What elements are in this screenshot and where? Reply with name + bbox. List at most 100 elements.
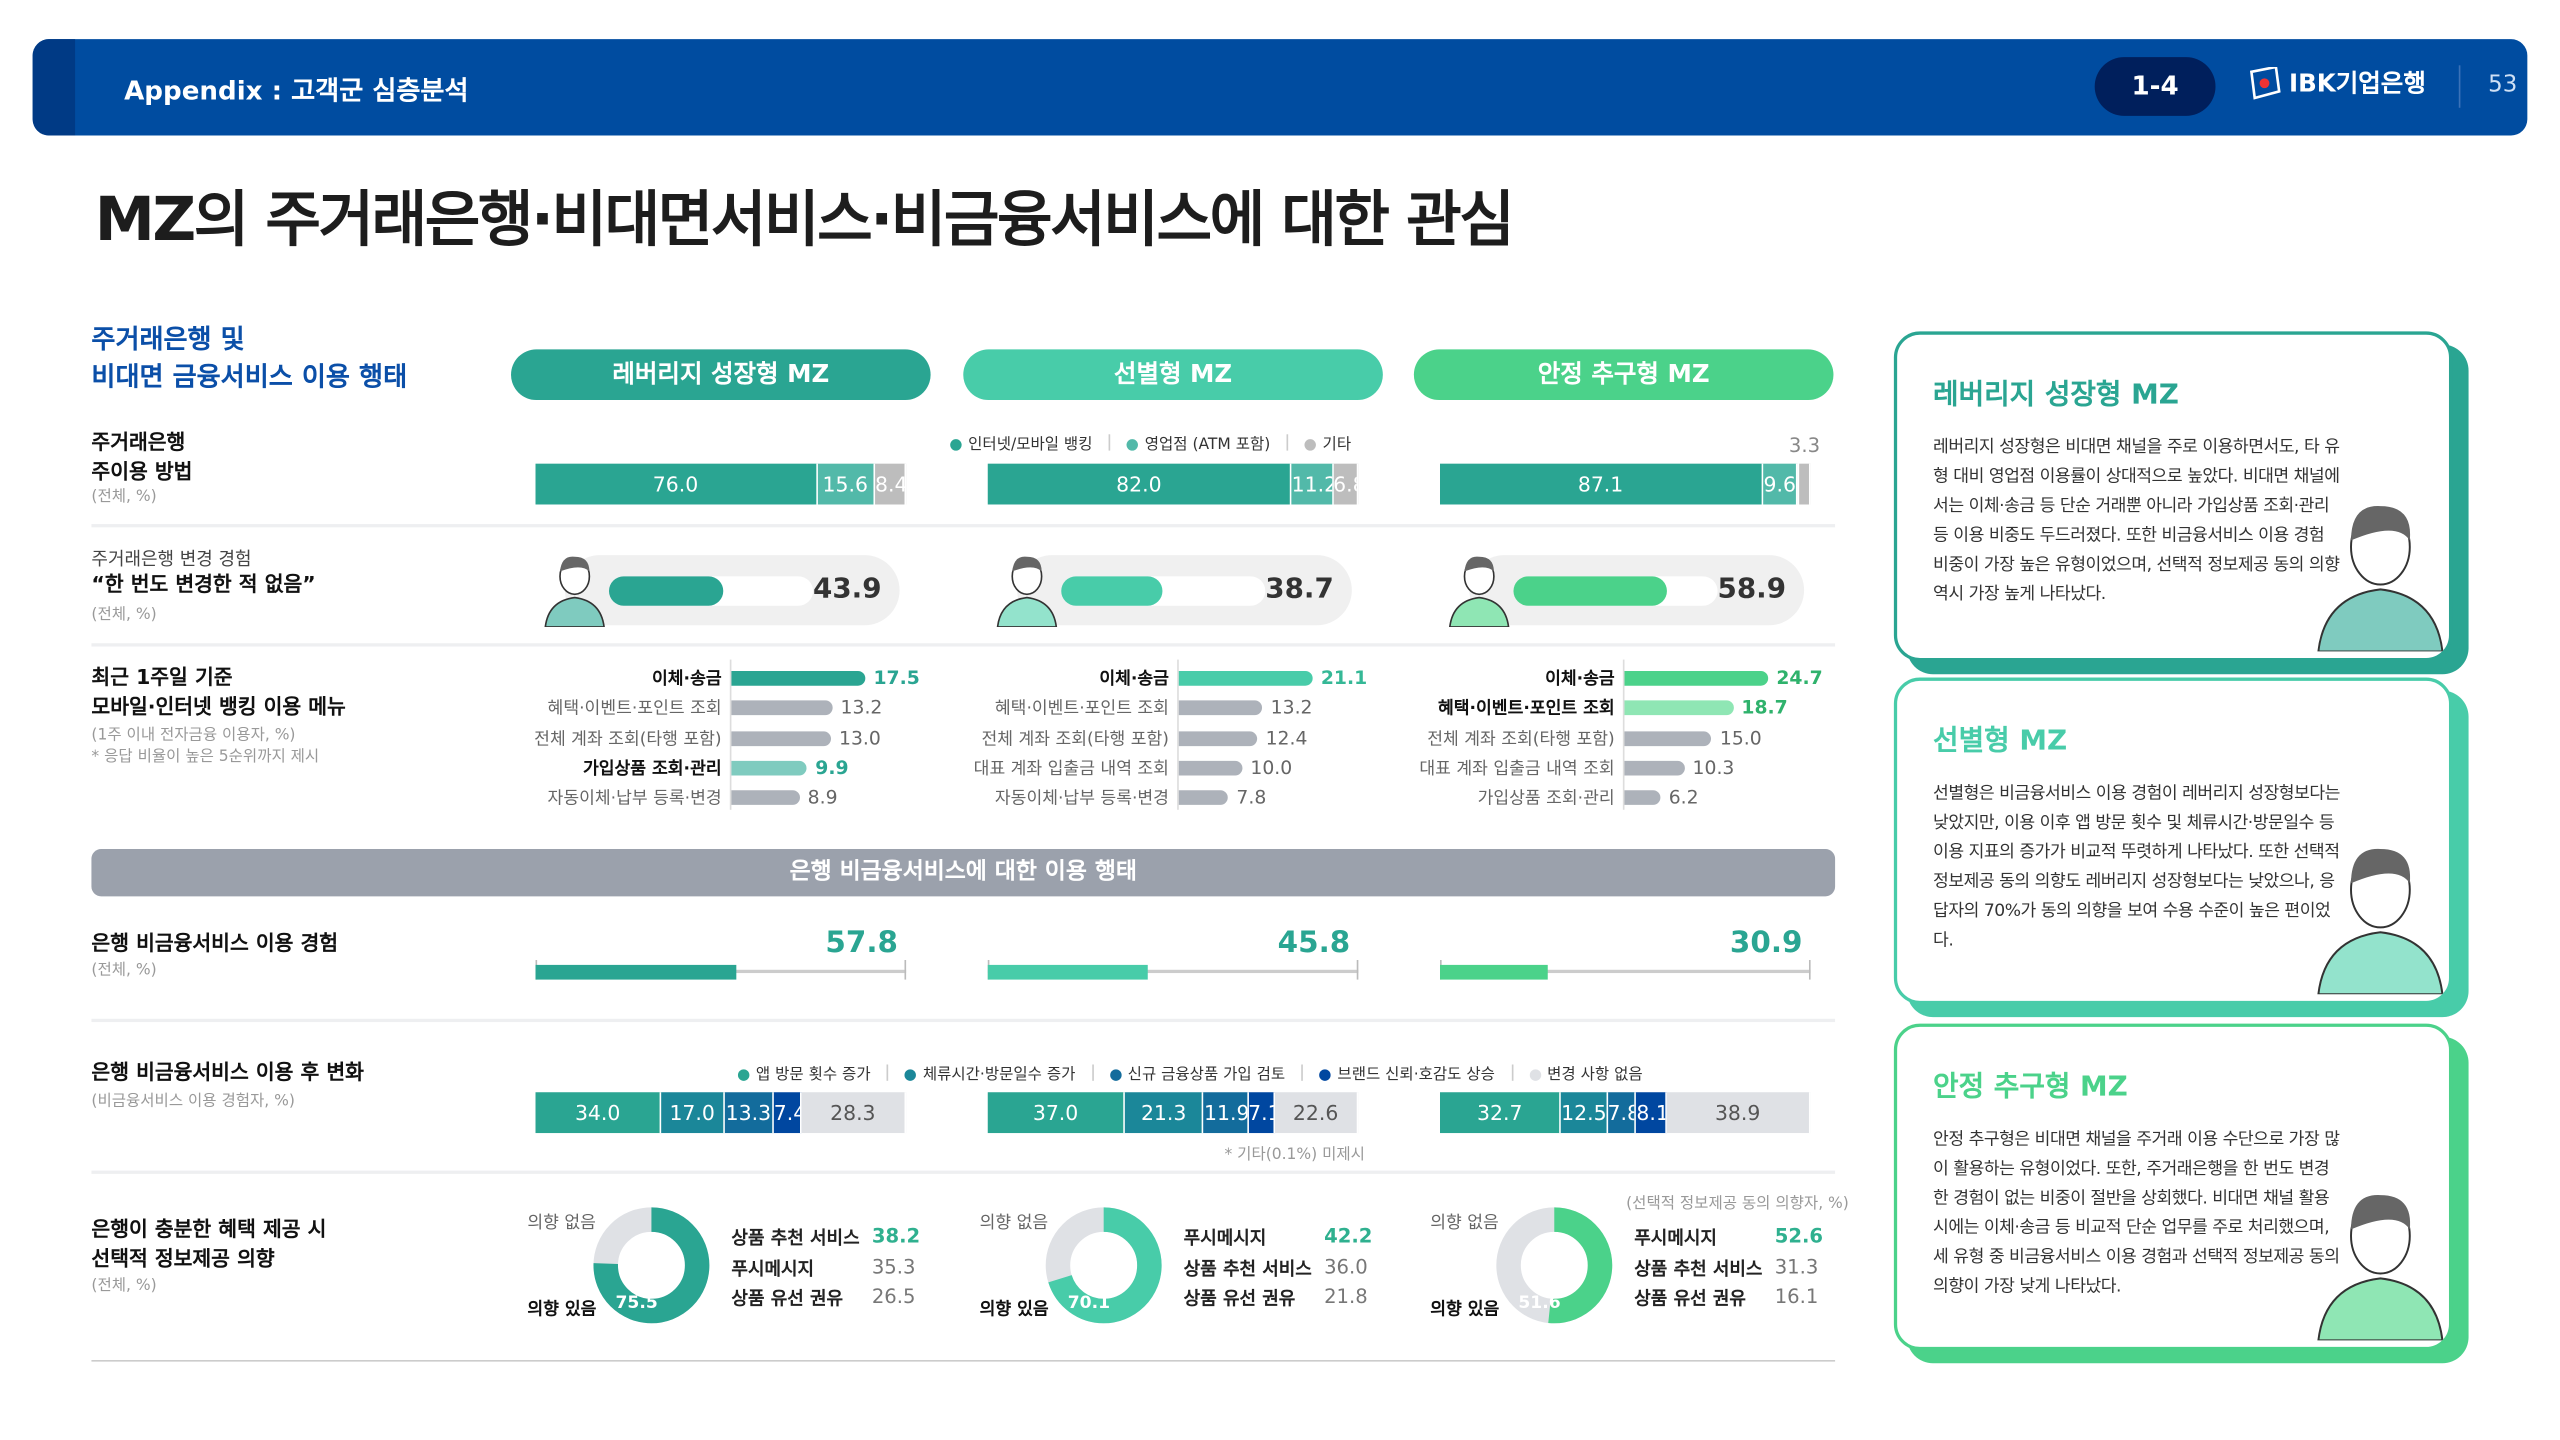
logo-text: IBK기업은행 (2288, 68, 2426, 98)
bar-segment: 11.2 (1291, 463, 1334, 505)
menu-value: 8.9 (807, 785, 838, 809)
legend-dot-icon (950, 439, 962, 451)
character-illustration (2315, 831, 2446, 1001)
bar-segment: 87.1 (1439, 463, 1763, 505)
menu-label: 전체 계좌 조회(타행 포함) (1427, 729, 1615, 749)
donut-yes-slice (1045, 1207, 1162, 1324)
bar-segment-label: 3.3 (1788, 434, 1821, 458)
menu-value: 10.3 (1692, 755, 1735, 779)
legend-item: 영업점 (ATM 포함) (1126, 431, 1270, 454)
capsule-fill (1513, 576, 1668, 606)
menu-bar (1624, 790, 1661, 806)
menu-label: 자동이체·납부 등록·변경 (994, 788, 1169, 809)
menu-label: 이체·송금 (1545, 669, 1615, 689)
divider (91, 643, 1836, 647)
card-title: 선별형 MZ (1933, 724, 2068, 758)
menu-bar (1624, 760, 1685, 776)
consent-item-label: 푸시메시지 (1634, 1227, 1717, 1249)
experience-bar (987, 964, 1148, 980)
legend-label: 변경 사항 없음 (1547, 1066, 1643, 1085)
menu-bar (731, 700, 833, 716)
row-label-small: 주거래은행 변경 경험 (91, 548, 252, 570)
donut-no-label: 의향 없음 (527, 1213, 596, 1233)
card-text: 선별형은 비금융서비스 이용 경험이 레버리지 성장형보다는 낮았지만, 이용 … (1933, 783, 2340, 951)
menu-label: 혜택·이벤트·포인트 조회 (547, 699, 722, 719)
bar-segment: 9.6 (1762, 463, 1799, 505)
row-sub: (전체, %) (91, 1276, 157, 1295)
consent-item-value: 36.0 (1324, 1254, 1368, 1278)
section-title: 주거래은행 및 비대면 금융서비스 이용 행태 (91, 320, 407, 395)
change-segment: 34.0 (535, 1092, 662, 1134)
row-sub: (전체, %) (91, 488, 157, 507)
experience-value: 30.9 (1729, 925, 1803, 960)
character-illustration (539, 549, 611, 634)
column-header-pill: 레버리지 성장형 MZ (511, 349, 931, 400)
experience-value: 45.8 (1277, 925, 1351, 960)
menu-label: 대표 계좌 입출금 내역 조회 (973, 759, 1169, 779)
legend-item: 신규 금융상품 가입 검토 (1109, 1061, 1285, 1084)
menu-bar (1624, 671, 1769, 686)
donut-yes-label: 의향 있음 (1430, 1299, 1500, 1320)
bar-segment: 8.4 (874, 463, 907, 505)
menu-axis (729, 659, 732, 810)
legend-separator (1286, 434, 1289, 451)
column-header-pill: 안정 추구형 MZ (1413, 349, 1834, 400)
consent-item-value: 35.3 (871, 1254, 916, 1278)
divider (91, 1170, 1836, 1174)
character-illustration (1443, 549, 1515, 634)
legend-dot-icon (904, 1069, 917, 1081)
menu-label: 혜택·이벤트·포인트 조회 (1437, 699, 1615, 719)
donut-yes-label: 의향 있음 (979, 1299, 1049, 1320)
row-label-main-bank-method: 주이용 방법 (91, 458, 193, 484)
capsule-value: 58.9 (1717, 573, 1787, 606)
donut-yes-label: 의향 있음 (527, 1299, 597, 1320)
menu-bar (731, 760, 808, 776)
section-title-line: 주거래은행 및 (91, 323, 245, 355)
menu-value: 21.1 (1320, 666, 1368, 689)
menu-label: 가입상품 조회·관리 (582, 759, 722, 779)
header-title: Appendix : 고객군 심층분석 (124, 75, 469, 107)
menu-value: 9.9 (815, 755, 849, 779)
legend-label: 브랜드 신뢰·호감도 상승 (1337, 1066, 1495, 1085)
menu-value: 13.0 (839, 725, 881, 749)
row-label-main-bank-method: 주거래은행 (91, 429, 186, 454)
header-bar: Appendix : 고객군 심층분석 1-4 IBK기업은행 53 (32, 39, 2528, 136)
legend-separator (1108, 434, 1111, 451)
change-segment: 37.0 (987, 1092, 1125, 1134)
menu-value: 18.7 (1741, 695, 1788, 719)
capsule-fill (1061, 576, 1163, 606)
menu-bar (731, 671, 866, 686)
ibk-logo: IBK기업은행 (2247, 65, 2426, 99)
legend-separator (1091, 1064, 1094, 1081)
change-segment: 12.5 (1561, 1092, 1608, 1134)
legend-label: 앱 방문 횟수 증가 (755, 1066, 871, 1085)
menu-bar (1624, 730, 1712, 746)
menu-bar (1624, 700, 1734, 716)
row-sub: (비금융서비스 이용 경험자, %) (91, 1092, 295, 1111)
consent-item-label: 상품 추천 서비스 (731, 1227, 860, 1249)
row-label-nonfin-experience: 은행 비금융서비스 이용 경험 (91, 930, 339, 956)
consent-item-value: 16.1 (1774, 1284, 1819, 1308)
capsule-fill (608, 576, 724, 606)
consent-item-label: 푸시메시지 (731, 1257, 815, 1280)
experience-bar (535, 964, 737, 980)
card-title: 안정 추구형 MZ (1933, 1071, 2128, 1104)
legend-dot-icon (1304, 439, 1317, 451)
character-illustration (2315, 1177, 2446, 1347)
change-segment: 7.4 (773, 1092, 802, 1134)
menu-value: 6.2 (1668, 785, 1699, 809)
menu-value: 24.7 (1776, 666, 1823, 689)
divider (91, 1018, 1836, 1023)
character-illustration (991, 549, 1063, 634)
menu-bar (1178, 790, 1229, 806)
legend-dot-icon (1109, 1069, 1122, 1081)
legend-label: 체류시간·방문일수 증가 (922, 1066, 1076, 1085)
menu-bar (731, 790, 800, 806)
card-text: 안정 추구형은 비대면 채널을 주거래 이용 수단으로 가장 많이 활용하는 유… (1933, 1129, 2340, 1297)
change-segment: 13.3 (724, 1092, 774, 1134)
track-line (1439, 969, 1811, 974)
menu-bar (1178, 760, 1243, 776)
legend-channel: 인터넷/모바일 뱅킹 영업점 (ATM 포함) 기타 (950, 431, 1351, 454)
legend-item: 기타 (1304, 431, 1351, 454)
